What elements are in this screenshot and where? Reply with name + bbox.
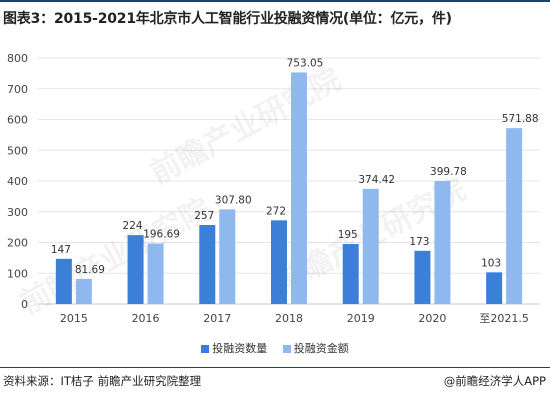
x-tick-label: 2015 [60, 312, 88, 325]
bar-amount [506, 128, 523, 304]
y-tick-label: 600 [7, 114, 28, 127]
legend-swatch-count [201, 344, 210, 353]
bar-count [414, 250, 431, 304]
y-tick-label: 800 [7, 52, 28, 65]
x-tick-label: 2017 [203, 312, 231, 325]
data-label-amount: 374.42 [358, 174, 395, 186]
y-axis-ticks: 0 100 200 300 400 500 600 700 800 [7, 52, 28, 311]
data-label-amount: 399.78 [430, 166, 467, 178]
bars [55, 72, 523, 304]
bar-amount [362, 188, 379, 304]
data-label-amount: 307.80 [215, 194, 252, 206]
legend-swatch-amount [282, 344, 291, 353]
data-label-amount: 196.69 [143, 229, 180, 241]
y-tick-label: 200 [7, 237, 28, 250]
data-label-count: 257 [194, 210, 214, 222]
credit: @前瞻经济学人APP [443, 374, 546, 388]
bar-amount [147, 243, 164, 304]
data-label-count: 103 [481, 257, 501, 269]
bar-count [486, 272, 503, 304]
x-tick-label: 2019 [347, 312, 375, 325]
footer-rule [0, 367, 550, 368]
grid [38, 57, 540, 305]
bar-amount [219, 209, 236, 304]
title-rule [0, 0, 550, 2]
y-tick-label: 500 [7, 144, 28, 157]
x-axis-ticks: 2015 2016 2017 2018 2019 2020 至2021.5 [60, 312, 529, 325]
y-tick-label: 100 [7, 267, 28, 280]
y-tick-label: 400 [7, 175, 28, 188]
watermark-text: 前瞻产业研究院 [145, 62, 347, 191]
x-tick-label: 2016 [132, 312, 160, 325]
bar-amount [75, 278, 92, 304]
y-tick-label: 700 [7, 83, 28, 96]
data-label-amount: 753.05 [287, 57, 324, 69]
bar-count [55, 258, 72, 304]
legend-item-amount: 投融资金额 [282, 340, 349, 356]
data-label-count: 195 [338, 229, 358, 241]
bar-count [342, 244, 359, 304]
x-tick-label: 至2021.5 [479, 312, 529, 325]
x-tick-label: 2020 [418, 312, 446, 325]
data-label-count: 173 [409, 236, 429, 248]
legend: 投融资数量 投融资金额 [0, 340, 550, 356]
legend-label-count: 投融资数量 [212, 342, 268, 355]
bar-count [127, 235, 144, 304]
data-label-amount: 81.69 [75, 264, 105, 276]
data-label-amount: 571.88 [502, 113, 539, 125]
chart-title: 图表3：2015-2021年北京市人工智能行业投融资情况(单位：亿元，件) [3, 11, 452, 27]
legend-label-amount: 投融资金额 [293, 342, 349, 355]
data-label-count: 272 [266, 205, 286, 217]
x-tick-label: 2018 [275, 312, 303, 325]
legend-item-count: 投融资数量 [201, 340, 267, 356]
data-label-count: 147 [51, 244, 71, 256]
y-tick-label: 300 [7, 206, 28, 219]
source-note: 资料来源：IT桔子 前瞻产业研究院整理 [3, 374, 202, 388]
data-label-count: 224 [123, 220, 143, 232]
y-tick-label: 0 [21, 298, 28, 311]
bar-amount [291, 72, 307, 304]
chart: 前瞻产业研究院前瞻产业研究院前瞻产业研究院 010020030040050060… [7, 52, 540, 325]
bar-count [271, 220, 287, 304]
bar-count [199, 224, 216, 304]
bar-amount [434, 181, 451, 304]
